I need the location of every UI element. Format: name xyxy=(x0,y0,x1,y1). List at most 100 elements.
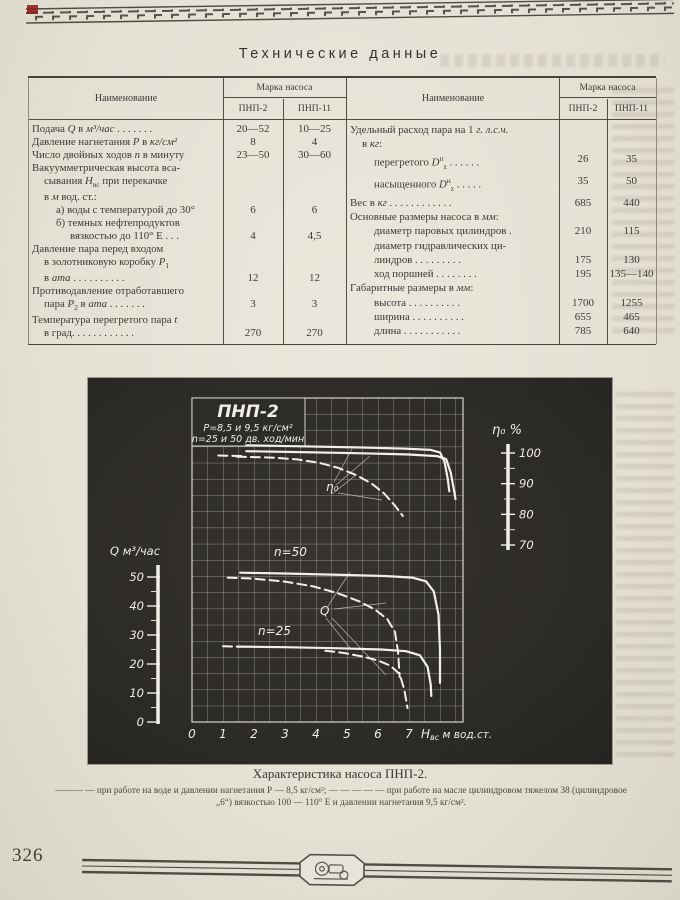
table-row: Основные размеры насоса в мм: xyxy=(347,210,656,224)
value-pnp11 xyxy=(283,285,346,298)
table-row: пара P2 в ата . . . . . . . 3 3 xyxy=(29,298,346,314)
value-pnp2 xyxy=(223,162,283,175)
figure-caption: Характеристика насоса ПНП-2. xyxy=(252,766,428,781)
value-pnp2: 23—50 xyxy=(236,149,270,161)
value-pnp2: 785 xyxy=(574,325,592,338)
value-pnp11: 440 xyxy=(623,196,640,209)
value-pnp11 xyxy=(283,243,346,256)
spec-label: ход поршней . . . . . . . . xyxy=(374,268,477,281)
spec-label: Габаритные размеры в мм: xyxy=(350,282,474,295)
chain-border-graphic xyxy=(25,0,675,24)
table-row: линдров . . . . . . . . . 175 130 xyxy=(347,253,656,267)
table-body: Подача Q в м³/час . . . . . . . 20—52 10—2… xyxy=(29,120,346,344)
table-row: в золотниковую коробку P1 xyxy=(29,256,346,272)
chart-subtitle-speed: n=25 и 50 дв. ход/мин xyxy=(192,434,304,445)
value-pnp11: 10—25 xyxy=(298,123,331,135)
table-row: Вес в кг . . . . . . . . . . . . 685 440 xyxy=(347,196,656,210)
table-row: Температура перегретого пара t xyxy=(29,314,346,327)
curve-eta-oil xyxy=(235,455,404,517)
pointer-line xyxy=(325,617,351,649)
curve-label: n=25 xyxy=(258,624,291,638)
table-row: высота . . . . . . . . . . 1700 1255 xyxy=(347,296,656,310)
value-pnp11: 4,5 xyxy=(307,230,322,243)
spec-label: в кг: xyxy=(362,138,383,151)
x-tick-label: 1 xyxy=(219,727,227,741)
value-pnp2 xyxy=(223,191,283,204)
table-row: а) воды с температурой до 30° 6 6 xyxy=(29,204,346,217)
table-row: Давление пара перед входом xyxy=(29,243,346,256)
eta-tick-label: 80 xyxy=(519,507,534,521)
bleed-artifact xyxy=(440,54,665,67)
eta-tick-label: 90 xyxy=(519,477,534,491)
table-divider xyxy=(607,99,608,345)
value-pnp11: 270 xyxy=(306,327,323,340)
curve-Q-n25-water xyxy=(235,645,433,697)
page-heading: Технические данные xyxy=(238,46,442,62)
q-tick-label: 50 xyxy=(129,570,144,584)
value-pnp2 xyxy=(559,239,607,253)
header-group: Марка насоса xyxy=(223,78,346,98)
value-pnp11: 115 xyxy=(623,225,640,238)
value-pnp11: 12 xyxy=(309,272,320,285)
value-pnp11 xyxy=(607,123,656,137)
spec-label: диаметр паровых цилиндров . xyxy=(374,225,512,238)
value-pnp11: 135—140 xyxy=(609,268,654,281)
pointer-line xyxy=(335,455,371,486)
header-name: Наименование xyxy=(421,93,485,104)
q-tick-label: 20 xyxy=(129,657,144,671)
table-row: диаметр паровых цилиндров . 210 115 xyxy=(347,224,656,238)
table-row: Удельный расход пара на 1 г. л.с.ч. xyxy=(347,123,656,137)
header-col-pnp11: ПНП-11 xyxy=(297,103,332,114)
table-row: Габаритные размеры в мм: xyxy=(347,281,656,295)
value-pnp2: 8 xyxy=(250,136,256,148)
curve-Q-n50-oil xyxy=(226,576,401,679)
table-row: б) темных нефтепродуктов xyxy=(29,217,346,230)
q-axis-title: Q м³/час xyxy=(110,544,161,558)
pointer-line xyxy=(331,474,357,495)
value-pnp2: 3 xyxy=(250,298,256,311)
value-pnp2 xyxy=(223,256,283,272)
spec-label: Удельный расход пара на 1 г. л.с.ч. xyxy=(350,124,509,136)
technical-data-tables: Наименование Марка насоса ПНП-2 ПНП-11 П… xyxy=(28,76,657,346)
curve-label: η₀ xyxy=(326,480,339,494)
value-pnp2 xyxy=(223,243,283,256)
bottom-ornament-rule xyxy=(81,850,673,893)
value-pnp11 xyxy=(607,239,656,253)
spec-label: Подача Q в м³/час . . . . . . . xyxy=(32,123,153,135)
table-row: диаметр гидравлических ци- xyxy=(347,239,656,253)
spec-label: ширина . . . . . . . . . . xyxy=(374,311,464,324)
spec-label: высота . . . . . . . . . . xyxy=(374,296,461,309)
value-pnp11 xyxy=(283,256,346,272)
eta-tick-label: 70 xyxy=(519,538,534,552)
table-row: сывания Hвс при перекачке xyxy=(29,175,346,191)
curve-Q-n25-oil xyxy=(324,649,409,710)
value-pnp2: 12 xyxy=(247,272,259,285)
value-pnp2 xyxy=(559,281,607,295)
value-pnp2 xyxy=(559,137,607,151)
header-group: Марка насоса xyxy=(559,78,656,98)
q-tick-label: 10 xyxy=(129,686,144,700)
spec-label: насыщенного Dнz . . . . . xyxy=(374,175,482,193)
value-pnp11: 6 xyxy=(311,204,318,217)
header-name: Наименование xyxy=(94,93,158,104)
spec-label: Противодавление отработавшего xyxy=(32,285,184,298)
spec-label: сывания Hвс при перекачке xyxy=(44,175,168,190)
curve-eta-oil-stub xyxy=(217,454,246,458)
header-col-pnp2: ПНП-2 xyxy=(568,103,598,114)
x-tick-label: 2 xyxy=(250,727,258,741)
value-pnp2 xyxy=(223,217,283,230)
curve-label: n=50 xyxy=(274,545,307,559)
spec-label: Число двойных ходов n в минуту xyxy=(32,149,185,161)
curve-eta-water-lower xyxy=(245,450,457,501)
spec-label: Основные размеры насоса в мм: xyxy=(350,210,499,223)
spec-label: в м вод. ст.: xyxy=(44,191,97,204)
value-pnp2: 685 xyxy=(574,196,592,209)
value-pnp11: 640 xyxy=(623,325,640,338)
value-pnp2: 655 xyxy=(574,311,592,324)
chart-figure: ПНП-2 P=8,5 и 9,5 кг/см² n=25 и 50 дв. ход… xyxy=(88,378,612,764)
value-pnp2: 6 xyxy=(250,204,256,217)
chart-title: ПНП-2 xyxy=(217,402,279,422)
pointer-line xyxy=(327,571,351,607)
table-row: ход поршней . . . . . . . . 195 135—140 xyxy=(347,267,656,281)
